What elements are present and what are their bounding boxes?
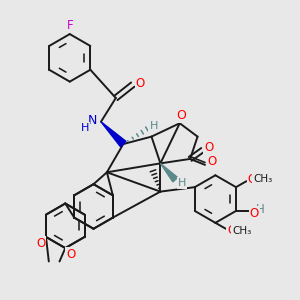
Text: O: O <box>248 173 257 186</box>
Polygon shape <box>160 164 178 182</box>
Text: CH₃: CH₃ <box>232 226 252 236</box>
Text: CH₃: CH₃ <box>253 174 272 184</box>
Text: O: O <box>250 207 259 220</box>
Text: H: H <box>255 203 264 216</box>
Text: O: O <box>227 224 236 237</box>
Text: O: O <box>136 76 145 90</box>
Text: O: O <box>207 155 216 168</box>
Text: F: F <box>66 19 73 32</box>
Text: N: N <box>88 114 97 127</box>
Text: O: O <box>204 141 213 154</box>
Text: H: H <box>80 123 89 133</box>
Text: O: O <box>36 237 45 250</box>
Text: H: H <box>149 121 158 131</box>
Text: O: O <box>176 109 186 122</box>
Text: O: O <box>66 248 75 261</box>
Polygon shape <box>101 122 126 147</box>
Text: H: H <box>178 178 186 188</box>
